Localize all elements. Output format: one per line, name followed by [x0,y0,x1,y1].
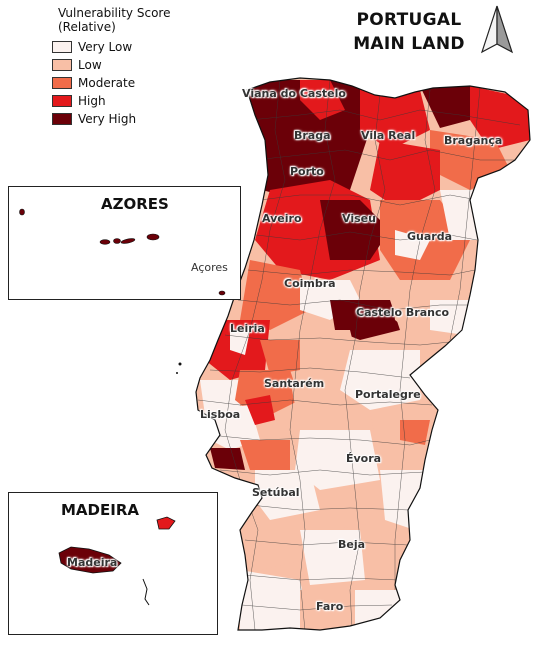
legend-swatch [52,94,72,107]
legend-label: Low [78,57,102,72]
legend-label: High [78,93,106,108]
azores-inset-title: AZORES [101,195,169,213]
madeira-inset: MADEIRA Madeira [8,492,218,635]
legend-item-very-low: Very Low [52,38,222,55]
legend-item-high: High [52,92,222,109]
district-label-guarda: Guarda [407,230,453,243]
legend-swatch [52,40,72,53]
legend-item-moderate: Moderate [52,74,222,91]
district-label-beja: Beja [338,538,366,551]
north-arrow-icon [480,5,514,54]
legend: Vulnerability Score (Relative) Very Low … [52,6,222,128]
map-title-line1: PORTUGAL [356,10,462,30]
district-label-aveiro: Aveiro [262,212,302,225]
legend-item-very-high: Very High [52,110,222,127]
legend-item-low: Low [52,56,222,73]
district-label-leiria: Leiria [230,322,265,335]
district-label-braganca: Bragança [444,134,503,147]
legend-label: Very High [78,111,137,126]
map-title: PORTUGAL MAIN LAND [344,8,474,56]
legend-swatch [52,76,72,89]
district-label-santarem: Santarém [264,377,325,390]
district-label-porto: Porto [290,165,324,178]
district-label-viseu: Viseu [342,212,376,225]
district-label-vila-real: Vila Real [361,129,416,142]
district-label-faro: Faro [316,600,344,613]
district-label-castelo-branco: Castelo Branco [356,306,450,319]
district-label-braga: Braga [294,129,331,142]
legend-label: Very Low [78,39,133,54]
azores-label: Açores [191,261,228,274]
azores-islands [19,208,226,296]
legend-swatch [52,112,72,125]
madeira-label: Madeira [67,556,118,569]
legend-label: Moderate [78,75,136,90]
map-title-line2: MAIN LAND [353,34,465,54]
madeira-inset-title: MADEIRA [61,501,139,519]
district-label-setubal: Setúbal [252,486,300,499]
district-label-lisboa: Lisboa [200,408,241,421]
legend-swatch [52,58,72,71]
azores-inset: AZORES Açores [8,186,241,300]
district-label-coimbra: Coimbra [284,277,336,290]
legend-title: Vulnerability Score (Relative) [58,6,171,34]
madeira-islands [58,516,176,606]
district-label-viana: Viana do Castelo [242,87,346,100]
district-label-portalegre: Portalegre [355,388,421,401]
district-label-evora: Évora [346,452,382,465]
